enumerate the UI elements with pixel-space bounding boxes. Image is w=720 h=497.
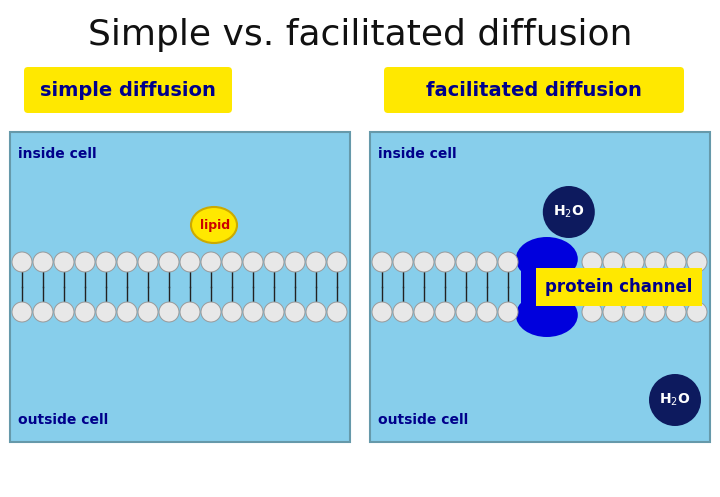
Circle shape — [117, 302, 137, 322]
Circle shape — [582, 252, 602, 272]
Circle shape — [645, 302, 665, 322]
Circle shape — [180, 302, 200, 322]
Circle shape — [222, 302, 242, 322]
Circle shape — [456, 302, 476, 322]
Circle shape — [624, 252, 644, 272]
Circle shape — [435, 302, 455, 322]
Circle shape — [33, 252, 53, 272]
Text: simple diffusion: simple diffusion — [40, 81, 216, 99]
Circle shape — [582, 302, 602, 322]
FancyBboxPatch shape — [10, 132, 350, 442]
FancyBboxPatch shape — [370, 132, 710, 442]
Circle shape — [666, 302, 686, 322]
Circle shape — [543, 186, 595, 238]
Circle shape — [285, 252, 305, 272]
Circle shape — [477, 302, 497, 322]
FancyBboxPatch shape — [521, 259, 573, 315]
Text: H$_2$O: H$_2$O — [553, 204, 585, 220]
Circle shape — [393, 302, 413, 322]
FancyBboxPatch shape — [24, 67, 232, 113]
Circle shape — [666, 252, 686, 272]
Circle shape — [372, 302, 392, 322]
Circle shape — [414, 302, 434, 322]
Circle shape — [435, 252, 455, 272]
FancyBboxPatch shape — [384, 67, 684, 113]
Circle shape — [12, 252, 32, 272]
Circle shape — [285, 302, 305, 322]
Circle shape — [243, 252, 263, 272]
Circle shape — [372, 252, 392, 272]
Circle shape — [117, 252, 137, 272]
Circle shape — [75, 252, 95, 272]
Circle shape — [222, 252, 242, 272]
Circle shape — [138, 302, 158, 322]
Circle shape — [264, 302, 284, 322]
Text: outside cell: outside cell — [378, 413, 468, 427]
Ellipse shape — [516, 237, 577, 281]
Circle shape — [498, 302, 518, 322]
Circle shape — [201, 252, 221, 272]
Ellipse shape — [516, 293, 577, 337]
Circle shape — [645, 252, 665, 272]
Text: protein channel: protein channel — [545, 278, 693, 296]
Circle shape — [54, 252, 74, 272]
Circle shape — [75, 302, 95, 322]
Text: lipid: lipid — [200, 219, 230, 232]
Circle shape — [456, 252, 476, 272]
Text: Simple vs. facilitated diffusion: Simple vs. facilitated diffusion — [88, 18, 632, 52]
Circle shape — [603, 302, 623, 322]
Circle shape — [687, 302, 707, 322]
Circle shape — [12, 302, 32, 322]
Circle shape — [54, 302, 74, 322]
Circle shape — [603, 252, 623, 272]
Circle shape — [96, 302, 116, 322]
FancyBboxPatch shape — [536, 268, 702, 306]
Circle shape — [687, 252, 707, 272]
Circle shape — [306, 252, 326, 272]
Circle shape — [264, 252, 284, 272]
Circle shape — [327, 252, 347, 272]
Circle shape — [498, 252, 518, 272]
Circle shape — [159, 302, 179, 322]
Circle shape — [624, 302, 644, 322]
Text: H$_2$O: H$_2$O — [660, 392, 690, 408]
Circle shape — [96, 252, 116, 272]
Circle shape — [393, 252, 413, 272]
Circle shape — [138, 252, 158, 272]
Circle shape — [201, 302, 221, 322]
Ellipse shape — [191, 207, 237, 243]
Circle shape — [649, 374, 701, 426]
Text: facilitated diffusion: facilitated diffusion — [426, 81, 642, 99]
Circle shape — [243, 302, 263, 322]
Circle shape — [477, 252, 497, 272]
Circle shape — [414, 252, 434, 272]
Text: inside cell: inside cell — [378, 147, 456, 161]
Circle shape — [180, 252, 200, 272]
Text: inside cell: inside cell — [18, 147, 96, 161]
Text: outside cell: outside cell — [18, 413, 108, 427]
Circle shape — [159, 252, 179, 272]
Circle shape — [306, 302, 326, 322]
Circle shape — [327, 302, 347, 322]
Circle shape — [33, 302, 53, 322]
